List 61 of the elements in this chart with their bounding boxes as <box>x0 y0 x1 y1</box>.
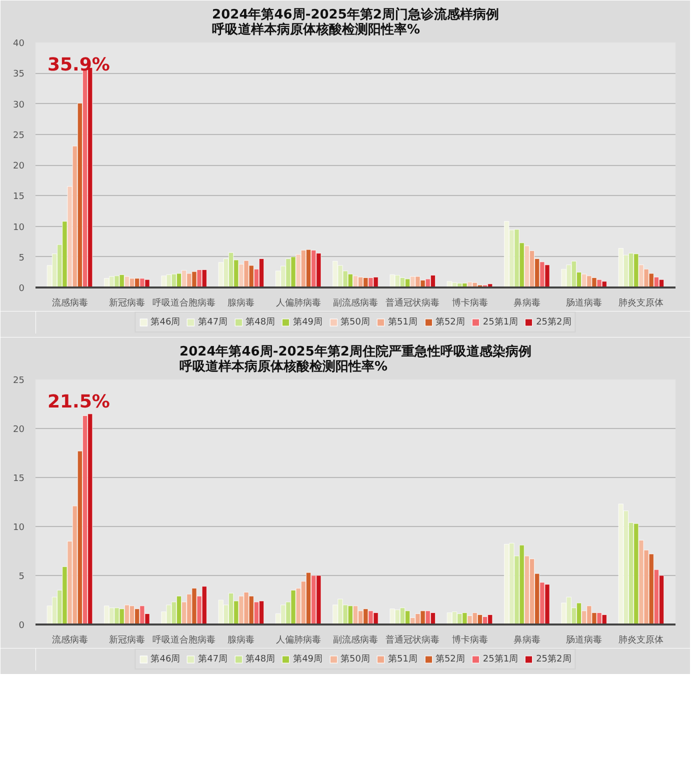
x-tick-label: 副流感病毒 <box>333 298 378 308</box>
chart-title: 2024年第46周-2025年第2周住院严重急性呼吸道感染病例 <box>180 344 532 360</box>
x-tick-label: 博卡病毒 <box>452 298 488 308</box>
legend-label: 第48周 <box>246 316 276 328</box>
annotation: 35.9% <box>48 54 110 76</box>
x-tick-label: 呼吸道合胞病毒 <box>152 634 216 646</box>
x-tick-label: 腺病毒 <box>228 298 255 308</box>
x-tick-label: 鼻病毒 <box>513 298 540 308</box>
legend-label: 第49周 <box>293 316 323 328</box>
x-tick-label: 博卡病毒 <box>452 634 488 646</box>
x-tick-label: 肠道病毒 <box>566 634 602 646</box>
legend-label: 第47周 <box>198 316 228 328</box>
y-tick-label: 15 <box>13 474 24 484</box>
y-tick-label: 20 <box>13 162 25 172</box>
x-tick-label: 普通冠状病毒 <box>386 298 440 308</box>
x-tick-label: 新冠病毒 <box>108 634 145 646</box>
legend-label: 第52周 <box>435 316 465 328</box>
y-tick-label: 40 <box>13 39 25 49</box>
x-tick-label: 副流感病毒 <box>333 634 378 646</box>
legend-label: 第51周 <box>388 316 418 328</box>
y-tick-label: 10 <box>13 523 25 533</box>
y-tick-label: 10 <box>13 222 25 233</box>
legend-label: 第46周 <box>150 653 180 666</box>
legend-label: 第48周 <box>246 653 276 666</box>
legend-label: 第46周 <box>150 316 180 328</box>
annotation: 21.5% <box>48 392 110 412</box>
chart-title: 2024年第46周-2025年第2周门急诊流感样病例 <box>212 6 499 22</box>
y-tick-label: 25 <box>13 130 24 141</box>
chart-subtitle: 呼吸道样本病原体核酸检测阳性率% <box>180 358 388 374</box>
y-tick-label: 15 <box>13 192 24 202</box>
legend-label: 25第2周 <box>536 316 572 328</box>
y-tick-label: 0 <box>18 284 25 294</box>
x-tick-label: 流感病毒 <box>52 298 88 308</box>
legend-label: 第52周 <box>435 653 465 666</box>
x-tick-label: 普通冠状病毒 <box>386 634 440 646</box>
x-tick-label: 鼻病毒 <box>513 634 540 646</box>
y-tick-label: 5 <box>18 572 25 582</box>
legend-label: 25第2周 <box>536 653 572 666</box>
y-tick-label: 5 <box>18 253 25 264</box>
x-tick-label: 人偏肺病毒 <box>276 298 321 308</box>
x-tick-label: 呼吸道合胞病毒 <box>152 298 216 308</box>
legend-label: 第51周 <box>388 653 418 666</box>
x-tick-label: 人偏肺病毒 <box>276 634 321 646</box>
x-tick-label: 肺炎支原体 <box>618 634 664 646</box>
x-tick-label: 新冠病毒 <box>108 298 145 308</box>
y-tick-label: 35 <box>13 70 24 80</box>
y-tick-label: 25 <box>13 376 24 386</box>
chart-subtitle: 呼吸道样本病原体核酸检测阳性率% <box>212 22 420 38</box>
y-tick-label: 30 <box>13 100 25 110</box>
legend-label: 25第1周 <box>482 653 518 666</box>
legend-label: 第50周 <box>340 316 370 328</box>
x-tick-label: 肠道病毒 <box>566 298 602 308</box>
legend-label: 第50周 <box>340 653 370 666</box>
x-tick-label: 腺病毒 <box>228 634 255 646</box>
legend-label: 25第1周 <box>482 316 518 328</box>
legend-label: 第47周 <box>198 653 228 666</box>
y-tick-label: 0 <box>18 621 25 631</box>
x-tick-label: 流感病毒 <box>52 634 88 646</box>
x-tick-label: 肺炎支原体 <box>618 298 664 308</box>
legend-label: 第49周 <box>293 653 323 666</box>
y-tick-label: 20 <box>13 425 25 435</box>
